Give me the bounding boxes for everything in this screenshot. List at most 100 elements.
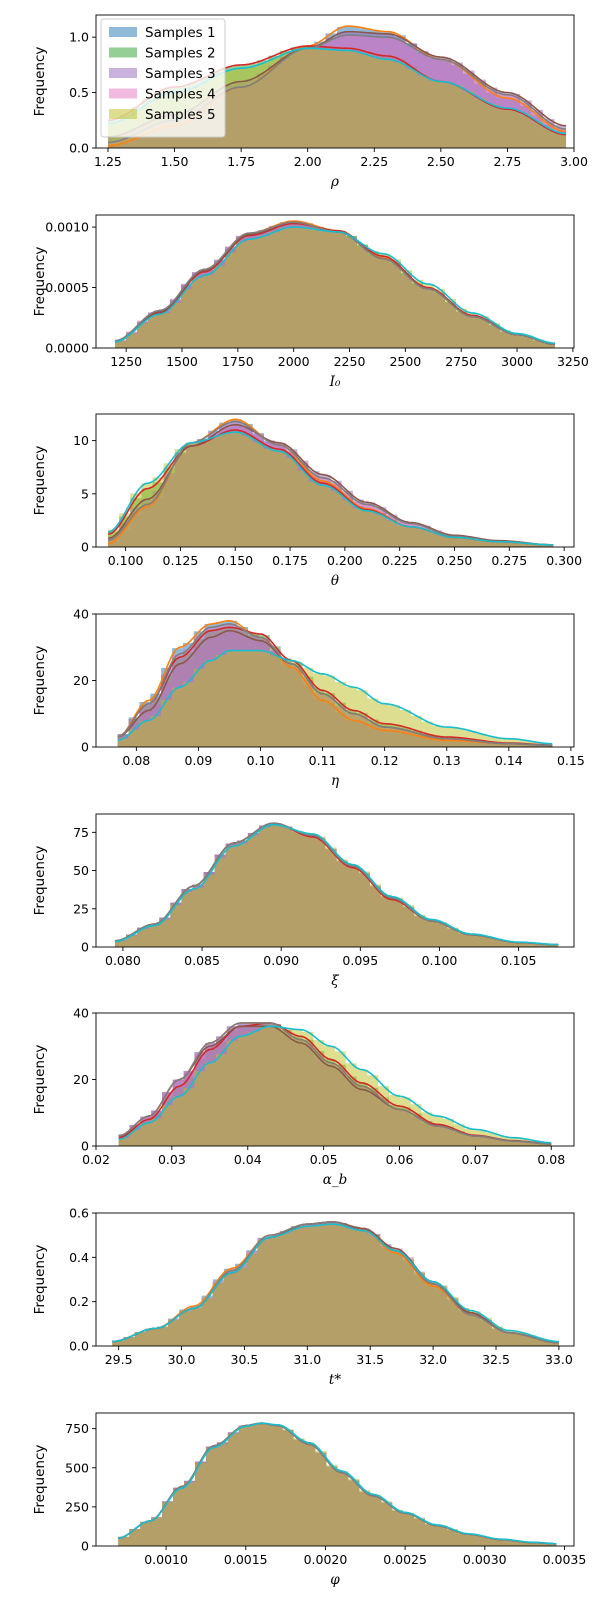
x-tick-label: 0.150 bbox=[217, 553, 253, 568]
legend-swatch-4 bbox=[109, 88, 137, 99]
histogram-series-5 bbox=[108, 432, 554, 547]
x-tick-label: 2.50 bbox=[427, 154, 455, 169]
x-tick-label: 33.0 bbox=[545, 1352, 573, 1367]
x-tick-label: 2000 bbox=[278, 354, 310, 369]
x-tick-label: 32.0 bbox=[419, 1352, 447, 1367]
histogram-series-5 bbox=[114, 824, 559, 947]
legend-swatch-1 bbox=[109, 27, 137, 37]
x-tick-label: 0.250 bbox=[437, 553, 473, 568]
legend-label-5: Samples 5 bbox=[145, 107, 216, 123]
kde-line-series-5 bbox=[118, 1422, 557, 1545]
y-axis-label: Frequency bbox=[32, 1045, 48, 1115]
subplot-2: 1250 1500 1750 2000 2250 2500 2750 3000 3250 0.00… bbox=[32, 214, 589, 390]
x-axis-label: ρ bbox=[330, 174, 339, 190]
x-tick-label: 0.0020 bbox=[304, 1552, 348, 1567]
x-axis-label: t* bbox=[329, 1372, 341, 1388]
y-tick-label: 250 bbox=[65, 1499, 89, 1514]
x-tick-label: 0.125 bbox=[163, 553, 199, 568]
kde-line-series-4 bbox=[118, 1022, 552, 1145]
x-tick-label: 0.0025 bbox=[383, 1552, 427, 1567]
subplot-6: 0.02 0.03 0.04 0.05 0.06 0.07 0.08 0 20 40 α_b Freq… bbox=[32, 1006, 575, 1188]
axes-frame bbox=[95, 214, 575, 349]
plot-area bbox=[118, 1022, 552, 1146]
y-tick-label: 0.0000 bbox=[45, 341, 89, 356]
x-tick-label: 3000 bbox=[501, 354, 533, 369]
y-tick-label: 500 bbox=[65, 1460, 89, 1475]
x-tick-label: 0.090 bbox=[263, 953, 299, 968]
legend-swatch-2 bbox=[109, 47, 137, 58]
x-tick-label: 0.105 bbox=[501, 953, 537, 968]
x-tick-label: 3250 bbox=[557, 354, 589, 369]
x-tick-label: 0.04 bbox=[234, 1152, 262, 1167]
plot-area bbox=[107, 418, 554, 547]
y-tick-label: 20 bbox=[73, 1072, 89, 1087]
kde-line-series-5 bbox=[112, 1223, 559, 1343]
y-tick-label: 25 bbox=[73, 901, 89, 916]
y-tick-label: 40 bbox=[73, 607, 89, 622]
x-tick-label: 0.100 bbox=[422, 953, 458, 968]
x-tick-label: 0.10 bbox=[247, 753, 275, 768]
x-axis-label: ξ bbox=[331, 973, 339, 989]
legend-label-3: Samples 3 bbox=[145, 66, 216, 82]
y-tick-label: 20 bbox=[73, 673, 89, 688]
y-axis-label: Frequency bbox=[32, 247, 48, 317]
x-tick-label: 1.25 bbox=[94, 154, 122, 169]
kde-line-series-3 bbox=[107, 423, 554, 546]
x-tick-label: 0.200 bbox=[327, 553, 363, 568]
kde-line-series-5 bbox=[107, 431, 554, 546]
y-tick-label: 0 bbox=[81, 540, 89, 555]
x-tick-label: 0.0015 bbox=[224, 1552, 268, 1567]
y-tick-label: 750 bbox=[65, 1421, 89, 1436]
x-tick-label: 0.080 bbox=[105, 953, 141, 968]
x-tick-label: 0.08 bbox=[122, 753, 150, 768]
y-tick-label: 75 bbox=[73, 825, 89, 840]
legend-label-1: Samples 1 bbox=[145, 25, 216, 41]
y-tick-label: 1.0 bbox=[69, 30, 89, 45]
x-tick-label: 1.50 bbox=[161, 154, 189, 169]
plot-area bbox=[118, 1422, 557, 1546]
x-tick-label: 0.100 bbox=[108, 553, 144, 568]
x-tick-label: 0.09 bbox=[185, 753, 213, 768]
x-tick-label: 0.13 bbox=[433, 753, 461, 768]
kde-line-series-5 bbox=[117, 649, 553, 745]
y-tick-label: 0 bbox=[81, 940, 89, 955]
histogram-series-5 bbox=[114, 227, 556, 348]
x-axis-label: θ bbox=[331, 573, 339, 589]
x-tick-label: 0.15 bbox=[557, 753, 585, 768]
x-tick-label: 2.25 bbox=[360, 154, 388, 169]
x-axis-label: I₀ bbox=[329, 374, 341, 390]
y-axis-label: Frequency bbox=[32, 846, 48, 916]
x-tick-label: 0.08 bbox=[537, 1152, 565, 1167]
x-tick-label: 0.0035 bbox=[543, 1552, 587, 1567]
legend-swatch-5 bbox=[109, 109, 137, 119]
axes-frame bbox=[95, 14, 575, 149]
y-tick-label: 0.4 bbox=[69, 1250, 89, 1265]
y-axis-label: Frequency bbox=[32, 47, 48, 117]
x-tick-label: 2750 bbox=[445, 354, 477, 369]
x-tick-label: 0.03 bbox=[158, 1152, 186, 1167]
y-tick-label: 0 bbox=[81, 740, 89, 755]
kde-line-series-5 bbox=[118, 1025, 552, 1144]
x-tick-label: 0.14 bbox=[495, 753, 523, 768]
y-tick-label: 40 bbox=[73, 1006, 89, 1021]
x-tick-label: 1250 bbox=[110, 354, 142, 369]
x-tick-label: 31.5 bbox=[356, 1352, 384, 1367]
x-tick-label: 1500 bbox=[166, 354, 198, 369]
subplot-4: 0.08 0.09 0.10 0.11 0.12 0.13 0.14 0.15 0 20 40 η Fr… bbox=[32, 607, 585, 790]
kde-line-series-2 bbox=[117, 626, 553, 746]
x-tick-label: 0.06 bbox=[386, 1152, 414, 1167]
x-tick-label: 32.5 bbox=[482, 1352, 510, 1367]
x-axis-label: α_b bbox=[323, 1172, 348, 1188]
legend-label-2: Samples 2 bbox=[145, 46, 216, 62]
axes-frame bbox=[95, 813, 575, 948]
x-tick-label: 1750 bbox=[222, 354, 254, 369]
y-tick-label: 0.0005 bbox=[45, 280, 89, 295]
x-tick-label: 30.0 bbox=[168, 1352, 196, 1367]
x-tick-label: 0.11 bbox=[309, 753, 337, 768]
x-tick-label: 0.225 bbox=[382, 553, 418, 568]
axes-frame bbox=[95, 1412, 575, 1547]
x-tick-label: 0.02 bbox=[82, 1152, 110, 1167]
x-tick-label: 0.07 bbox=[461, 1152, 489, 1167]
legend-swatch-3 bbox=[109, 68, 137, 78]
